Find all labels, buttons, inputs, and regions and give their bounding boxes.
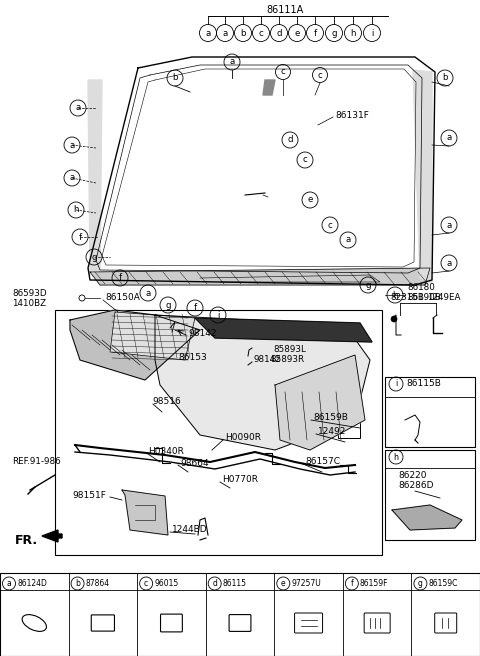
Text: a: a <box>75 104 81 112</box>
Text: FR.: FR. <box>15 533 38 546</box>
Text: 1244BD: 1244BD <box>172 525 208 535</box>
Text: a: a <box>145 289 151 298</box>
Text: g: g <box>365 281 371 289</box>
Text: g: g <box>91 253 97 262</box>
Text: 86150A: 86150A <box>105 293 140 302</box>
Text: f: f <box>78 232 82 241</box>
Text: 86124D: 86124D <box>17 579 47 588</box>
Text: a: a <box>70 173 74 182</box>
Polygon shape <box>110 312 195 360</box>
Text: c: c <box>302 155 307 165</box>
Text: 86159B: 86159B <box>313 413 348 422</box>
Text: b: b <box>442 73 448 83</box>
Text: e: e <box>307 195 312 205</box>
Text: a: a <box>446 134 452 142</box>
Text: 86220: 86220 <box>398 472 427 480</box>
Text: a: a <box>446 258 452 268</box>
Text: 85893R: 85893R <box>270 356 304 365</box>
Bar <box>385 377 475 447</box>
Polygon shape <box>122 490 168 535</box>
Text: b: b <box>240 28 246 37</box>
Polygon shape <box>88 80 102 275</box>
Text: 85893L: 85893L <box>273 346 306 354</box>
Polygon shape <box>263 80 275 95</box>
Text: 86115B: 86115B <box>406 380 441 388</box>
Text: 82315B: 82315B <box>390 293 424 302</box>
Polygon shape <box>70 310 200 380</box>
Bar <box>338 413 360 438</box>
Text: 97257U: 97257U <box>291 579 321 588</box>
Text: i: i <box>217 310 219 319</box>
Text: 1249EA: 1249EA <box>427 293 460 302</box>
Text: 86190B: 86190B <box>407 293 441 302</box>
Text: 12492: 12492 <box>318 428 347 436</box>
Text: g: g <box>418 579 423 588</box>
Text: 86180: 86180 <box>407 283 435 293</box>
Text: i: i <box>371 28 373 37</box>
Text: g: g <box>331 28 337 37</box>
Bar <box>385 450 475 540</box>
Text: 86153: 86153 <box>178 354 207 363</box>
Text: c: c <box>144 579 148 588</box>
Text: 98516: 98516 <box>152 398 181 407</box>
Text: 98664: 98664 <box>180 459 209 468</box>
Polygon shape <box>413 70 432 283</box>
Text: h: h <box>394 453 398 462</box>
Text: a: a <box>346 236 350 245</box>
Polygon shape <box>155 315 370 450</box>
Text: 86115: 86115 <box>223 579 247 588</box>
Text: f: f <box>119 274 121 283</box>
Text: d: d <box>287 136 293 144</box>
Text: a: a <box>70 140 74 150</box>
Text: 86593D: 86593D <box>12 289 47 298</box>
Text: d: d <box>212 579 217 588</box>
Text: e: e <box>281 579 286 588</box>
Polygon shape <box>275 355 365 450</box>
Text: 86159C: 86159C <box>429 579 458 588</box>
Polygon shape <box>195 318 372 342</box>
Text: g: g <box>165 300 171 310</box>
Text: c: c <box>281 68 286 77</box>
Text: 87864: 87864 <box>85 579 110 588</box>
Text: c: c <box>259 28 264 37</box>
Text: a: a <box>7 579 12 588</box>
Text: 98142: 98142 <box>253 356 281 365</box>
Bar <box>55 310 382 555</box>
Circle shape <box>391 316 397 322</box>
Text: 86131F: 86131F <box>335 110 369 119</box>
Text: e: e <box>294 28 300 37</box>
Text: h: h <box>392 291 398 300</box>
Text: 98151F: 98151F <box>72 491 106 499</box>
Text: c: c <box>328 220 332 230</box>
Text: 86159F: 86159F <box>360 579 388 588</box>
Text: d: d <box>276 28 282 37</box>
Text: a: a <box>222 28 228 37</box>
Text: H0770R: H0770R <box>222 476 258 485</box>
Text: 86111A: 86111A <box>266 5 304 15</box>
Polygon shape <box>90 268 430 285</box>
Text: h: h <box>350 28 356 37</box>
Text: b: b <box>172 73 178 83</box>
Text: h: h <box>73 205 79 215</box>
Polygon shape <box>392 505 462 530</box>
Text: 1410BZ: 1410BZ <box>12 298 46 308</box>
Text: H0340R: H0340R <box>148 447 184 457</box>
Text: 98142: 98142 <box>188 329 216 337</box>
Text: f: f <box>350 579 353 588</box>
Text: f: f <box>313 28 317 37</box>
Text: i: i <box>395 380 397 388</box>
Polygon shape <box>42 530 62 542</box>
Text: H0090R: H0090R <box>225 434 261 443</box>
Text: a: a <box>229 58 235 66</box>
Text: c: c <box>318 70 323 79</box>
Text: 86286D: 86286D <box>398 482 433 491</box>
Text: a: a <box>205 28 211 37</box>
Text: b: b <box>75 579 80 588</box>
Text: 86157C: 86157C <box>305 457 340 466</box>
Bar <box>0 573 480 656</box>
Text: a: a <box>446 220 452 230</box>
Text: 96015: 96015 <box>154 579 179 588</box>
Text: f: f <box>193 304 197 312</box>
Text: REF.91-986: REF.91-986 <box>12 457 60 466</box>
